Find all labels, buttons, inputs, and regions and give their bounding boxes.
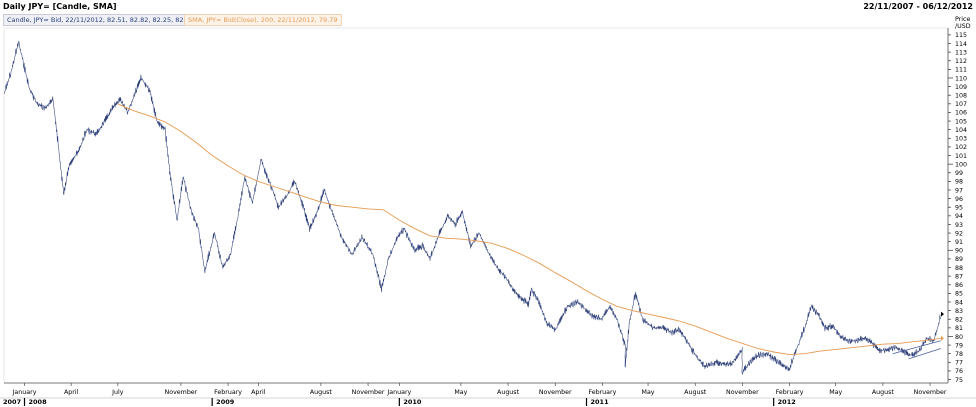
y-tick-label: 94 xyxy=(955,213,963,220)
y-tick-label: 76 xyxy=(955,368,963,375)
y-tick-label: 93 xyxy=(955,222,963,229)
y-tick-label: 92 xyxy=(955,230,963,237)
x-tick-label: January xyxy=(386,389,411,396)
y-tick-label: 108 xyxy=(955,93,967,100)
y-tick-label: 80 xyxy=(955,334,963,341)
y-tick-label: 102 xyxy=(955,144,967,151)
x-tick-label: May xyxy=(642,389,655,396)
x-tick-label: November xyxy=(539,389,572,396)
plot-frame xyxy=(3,27,949,384)
y-tick-label: 106 xyxy=(955,110,967,117)
y-tick-label: 77 xyxy=(955,360,963,367)
y-tick-label: 112 xyxy=(955,58,967,65)
x-tick-label: November xyxy=(914,389,947,396)
x-tick-label: February xyxy=(214,389,242,396)
year-label: 2009 xyxy=(216,398,235,406)
last-sma-marker xyxy=(941,335,944,341)
grid xyxy=(3,27,949,384)
y-axis-label: Price xyxy=(955,16,970,23)
x-tick-label: July xyxy=(111,389,124,396)
last-price-marker xyxy=(941,311,944,317)
legend-sma[interactable]: SMA, JPY= Bid(Close), 200, 22/11/2012, 7… xyxy=(184,14,342,26)
y-tick-label: 103 xyxy=(955,136,967,143)
y-tick-label: 89 xyxy=(955,256,963,263)
year-label: 2012 xyxy=(778,398,796,406)
y-tick-label: 99 xyxy=(955,170,963,177)
y-tick-label: 75 xyxy=(955,377,963,384)
y-tick-label: 91 xyxy=(955,239,963,246)
y-tick-label: 84 xyxy=(955,299,963,306)
x-tick-label: May xyxy=(454,389,467,396)
legend-candle[interactable]: Candle, JPY= Bid, 22/11/2012, 82.51, 82.… xyxy=(3,14,198,26)
y-tick-label: 97 xyxy=(955,187,963,194)
year-label: 2010 xyxy=(403,398,422,406)
y-tick-label: 111 xyxy=(955,67,967,74)
y-tick-label: 114 xyxy=(955,41,967,48)
trend-line xyxy=(908,348,941,360)
candle-line xyxy=(3,40,941,375)
y-tick-label: 90 xyxy=(955,248,963,255)
x-tick-label: November xyxy=(352,389,385,396)
candle-series xyxy=(3,40,941,375)
x-tick-label: April xyxy=(251,389,266,396)
y-tick-label: 79 xyxy=(955,342,963,349)
y-tick-label: 107 xyxy=(955,101,967,108)
x-tick-label: August xyxy=(872,389,895,396)
title-bar: Daily JPY= [Candle, SMA] 22/11/2007 - 06… xyxy=(0,0,976,12)
x-tick-label: November xyxy=(726,389,759,396)
y-tick-label: 101 xyxy=(955,153,967,160)
x-tick-label: January xyxy=(12,389,37,396)
y-tick-label: 105 xyxy=(955,118,967,125)
year-label: 2008 xyxy=(29,398,48,406)
x-tick-label: August xyxy=(497,389,520,396)
x-tick-label: November xyxy=(165,389,198,396)
x-tick-label: April xyxy=(64,389,79,396)
trend-lines xyxy=(892,340,941,360)
y-tick-label: 113 xyxy=(955,49,967,56)
year-label: 2011 xyxy=(591,398,610,406)
y-tick-label: 85 xyxy=(955,291,963,298)
chart-title: Daily JPY= [Candle, SMA] xyxy=(3,2,117,11)
y-tick-label: 115 xyxy=(955,32,967,39)
y-tick-label: 88 xyxy=(955,265,963,272)
x-tick-label: February xyxy=(588,389,616,396)
y-tick-label: 109 xyxy=(955,84,967,91)
y-tick-label: 100 xyxy=(955,161,967,168)
y-tick-label: 86 xyxy=(955,282,963,289)
x-tick-label: August xyxy=(310,389,333,396)
y-tick-label: 110 xyxy=(955,75,967,82)
trend-line xyxy=(892,340,941,355)
sma-line xyxy=(117,103,941,356)
x-tick-label: May xyxy=(829,389,842,396)
y-tick-label: 87 xyxy=(955,273,963,280)
y-tick-label: 95 xyxy=(955,205,963,212)
y-tick-label: 81 xyxy=(955,325,963,332)
sma-series xyxy=(117,103,941,356)
y-tick-label: 98 xyxy=(955,179,963,186)
date-range: 22/11/2007 - 06/12/2012 xyxy=(863,2,973,11)
y-tick-label: 96 xyxy=(955,196,963,203)
x-tick-label: August xyxy=(684,389,707,396)
time-axis: January April July November February April Aug… xyxy=(0,382,976,406)
y-tick-label: 83 xyxy=(955,308,963,315)
x-tick-label: February xyxy=(776,389,804,396)
year-label: 2007 xyxy=(3,398,21,406)
y-axis-label: /USD xyxy=(955,23,971,30)
y-tick-label: 78 xyxy=(955,351,963,358)
y-tick-label: 104 xyxy=(955,127,967,134)
y-tick-label: 82 xyxy=(955,317,963,324)
